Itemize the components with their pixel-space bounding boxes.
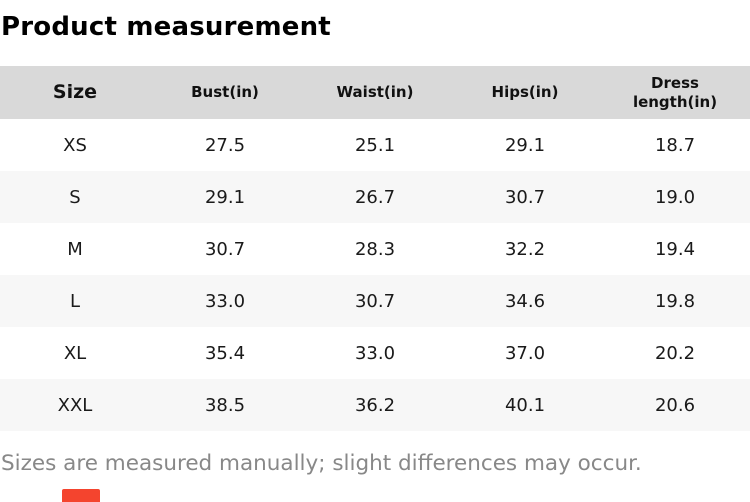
cell-bust: 27.5 xyxy=(204,134,246,156)
table-row-l: L 33.0 30.7 34.6 19.8 xyxy=(0,275,750,327)
size-chart-header: Size Bust(in) Waist(in) Hips(in) Dress l… xyxy=(0,66,750,119)
cell-bust: 38.5 xyxy=(204,394,246,416)
size-chart-table: Size Bust(in) Waist(in) Hips(in) Dress l… xyxy=(0,66,750,431)
cell-waist: 26.7 xyxy=(354,186,396,208)
column-header-hips: Hips(in) xyxy=(491,83,559,102)
cell-dress-length: 20.2 xyxy=(654,342,696,364)
table-row-m: M 30.7 28.3 32.2 19.4 xyxy=(0,223,750,275)
cell-waist: 30.7 xyxy=(354,290,396,312)
cell-hips: 37.0 xyxy=(504,342,546,364)
table-row-xl: XL 35.4 33.0 37.0 20.2 xyxy=(0,327,750,379)
cell-size: S xyxy=(69,186,81,208)
cell-waist: 36.2 xyxy=(354,394,396,416)
column-header-dress-length: Dress length(in) xyxy=(600,66,750,119)
column-header-bust: Bust(in) xyxy=(191,83,259,102)
cell-bust: 33.0 xyxy=(204,290,246,312)
measurement-disclaimer: Sizes are measured manually; slight diff… xyxy=(1,451,642,476)
cell-waist: 33.0 xyxy=(354,342,396,364)
clipped-red-button[interactable] xyxy=(62,489,100,502)
cell-dress-length: 19.0 xyxy=(654,186,696,208)
cell-size: XL xyxy=(63,342,87,364)
header-row: Size Bust(in) Waist(in) Hips(in) Dress l… xyxy=(0,66,750,119)
cell-hips: 29.1 xyxy=(504,134,546,156)
size-chart-body: XS 27.5 25.1 29.1 18.7 S 29.1 26.7 30.7 … xyxy=(0,119,750,431)
cell-hips: 30.7 xyxy=(504,186,546,208)
cell-size: XS xyxy=(63,134,87,156)
table-row-xs: XS 27.5 25.1 29.1 18.7 xyxy=(0,119,750,171)
cell-hips: 34.6 xyxy=(504,290,546,312)
cell-dress-length: 19.4 xyxy=(654,238,696,260)
cell-size: XXL xyxy=(57,394,93,416)
cell-waist: 25.1 xyxy=(354,134,396,156)
cell-size: M xyxy=(67,238,83,260)
column-header-dress-length-label: Dress length(in) xyxy=(632,73,718,111)
cell-hips: 32.2 xyxy=(504,238,546,260)
cell-size: L xyxy=(69,290,81,312)
table-row-xxl: XXL 38.5 36.2 40.1 20.6 xyxy=(0,379,750,431)
cell-dress-length: 19.8 xyxy=(654,290,696,312)
cell-bust: 30.7 xyxy=(204,238,246,260)
table-row-s: S 29.1 26.7 30.7 19.0 xyxy=(0,171,750,223)
column-header-waist: Waist(in) xyxy=(336,83,414,102)
column-header-size: Size xyxy=(52,80,98,103)
cell-waist: 28.3 xyxy=(354,238,396,260)
cell-dress-length: 20.6 xyxy=(654,394,696,416)
cell-dress-length: 18.7 xyxy=(654,134,696,156)
cell-bust: 29.1 xyxy=(204,186,246,208)
cell-hips: 40.1 xyxy=(504,394,546,416)
page-title: Product measurement xyxy=(1,12,331,42)
cell-bust: 35.4 xyxy=(204,342,246,364)
